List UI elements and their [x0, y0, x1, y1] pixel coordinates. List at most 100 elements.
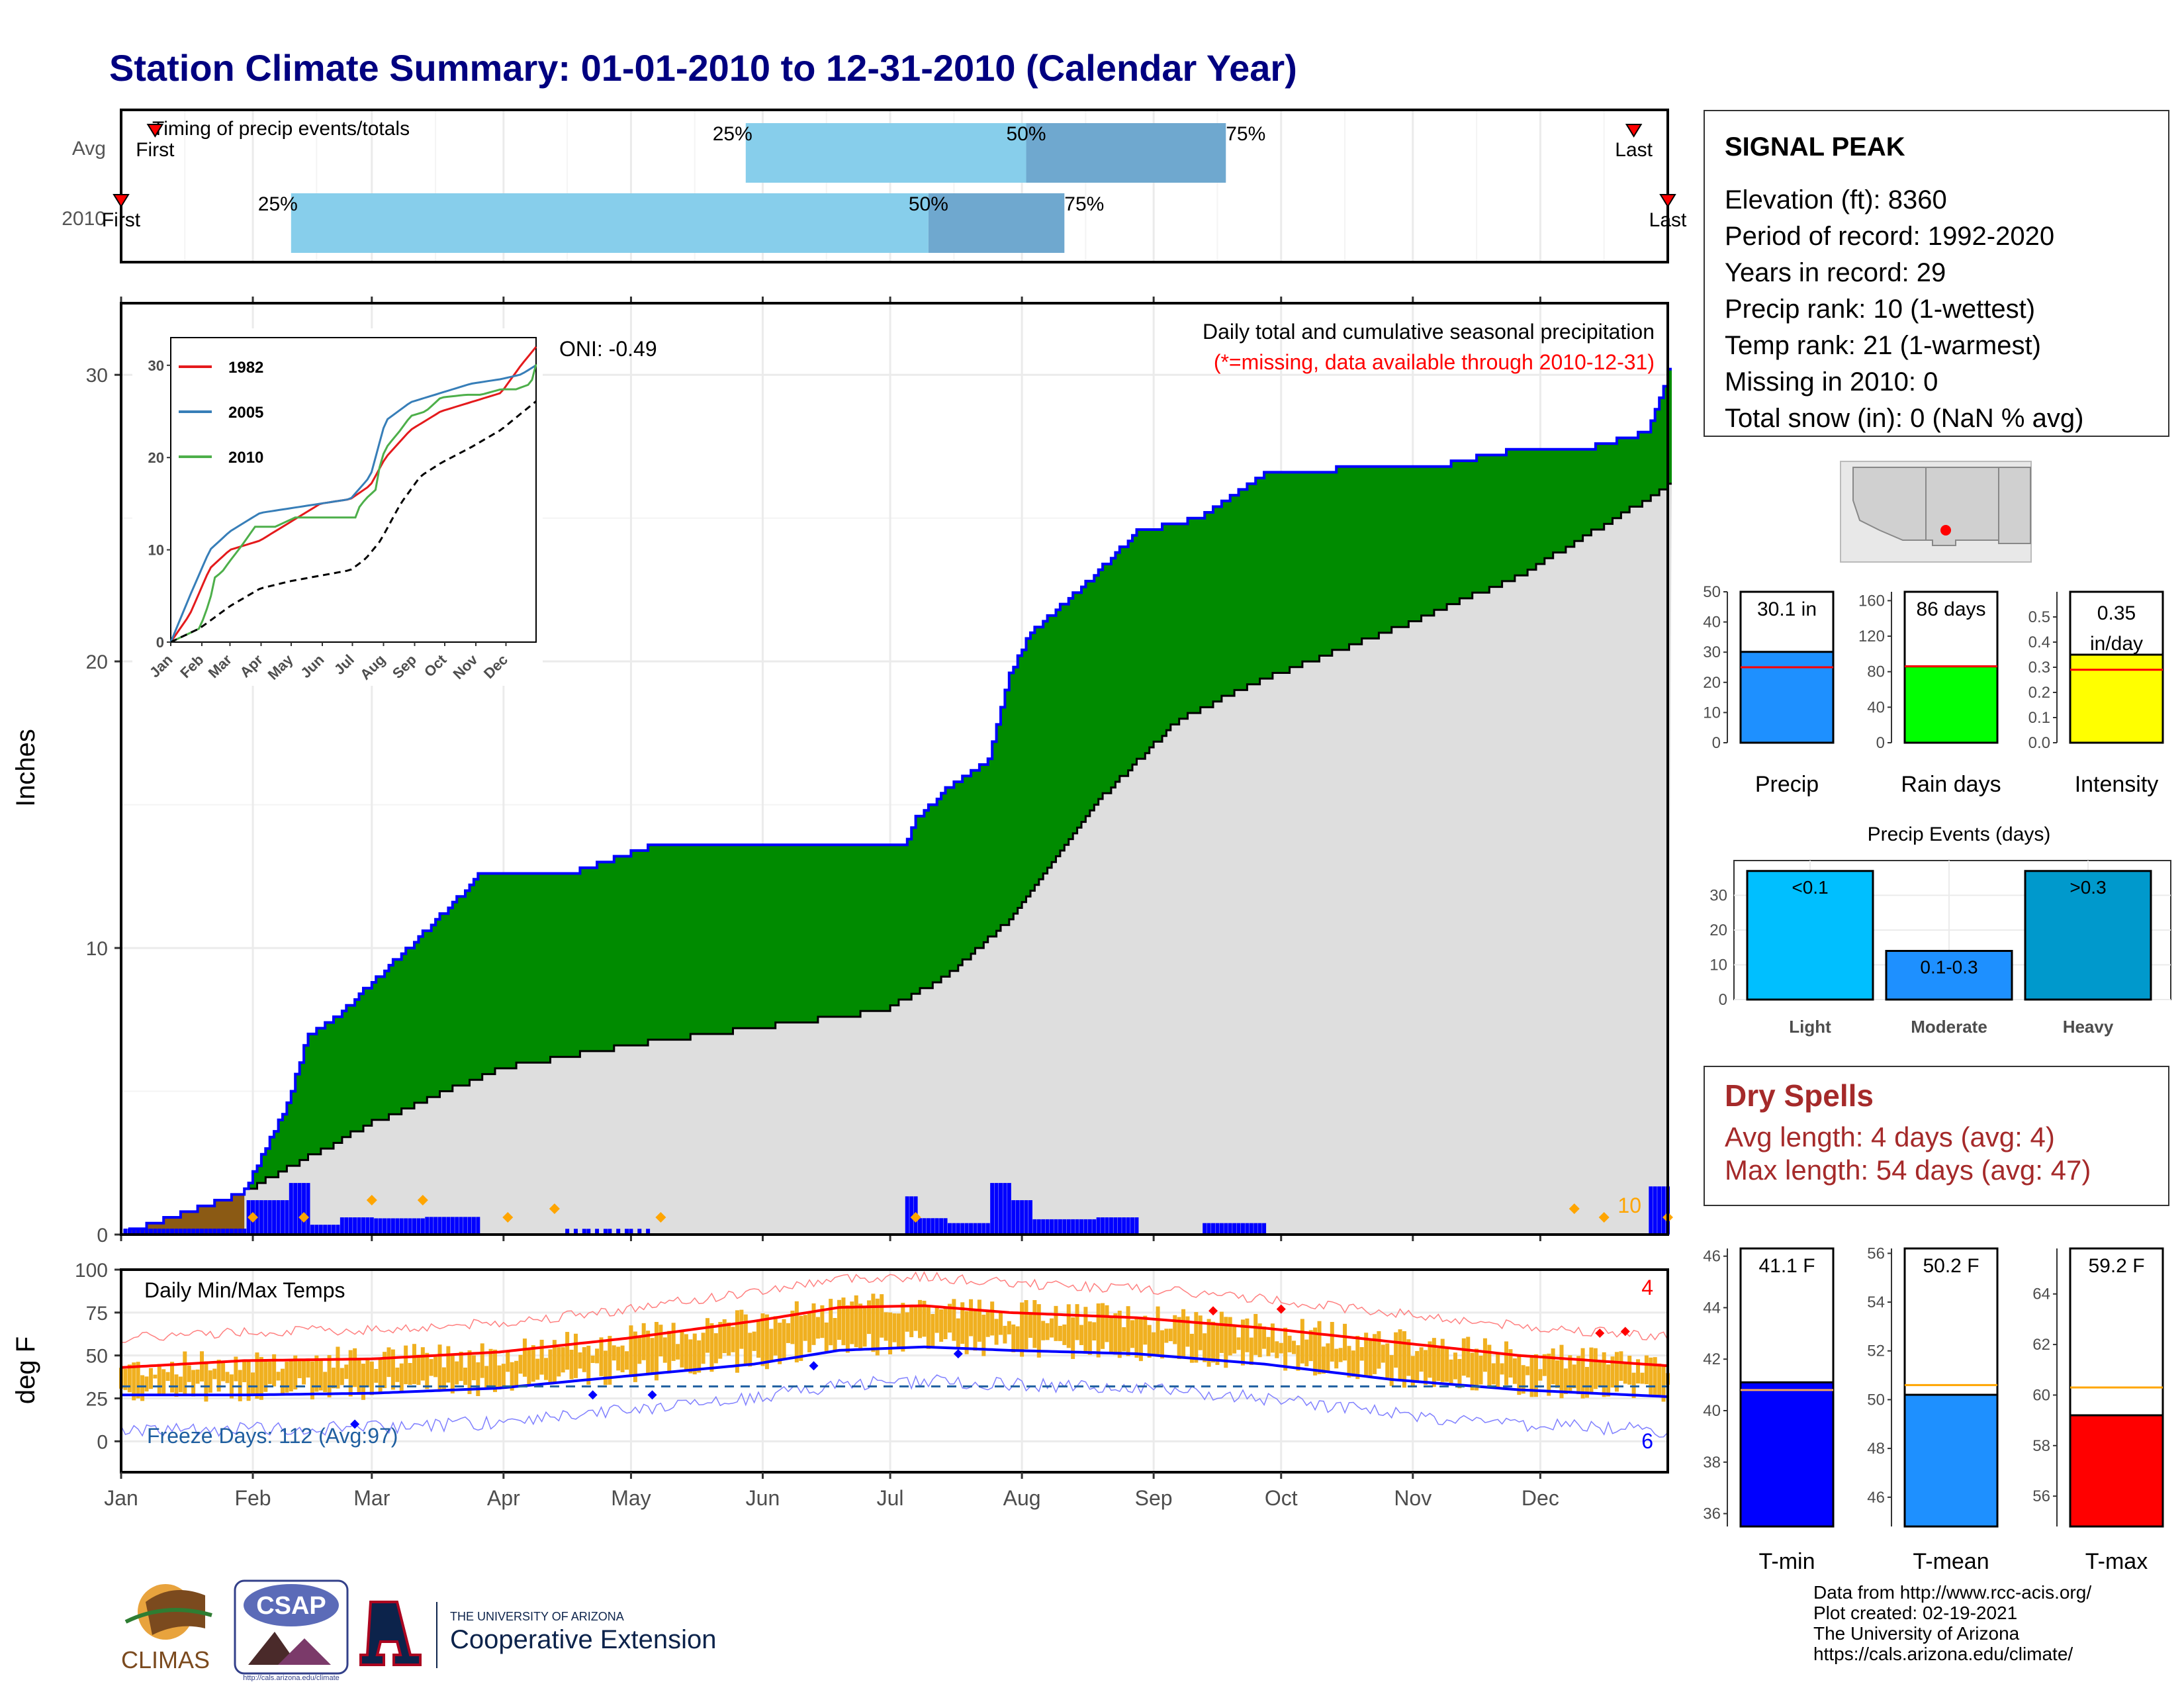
daily-temp-range-bar	[1419, 1347, 1424, 1372]
daily-temp-range-bar	[323, 1372, 328, 1393]
intensity-summary-tick-label: 0.4	[2028, 633, 2050, 651]
month-label: Aug	[1003, 1486, 1041, 1510]
daily-temp-range-bar	[1440, 1338, 1445, 1382]
daily-temp-range-bar	[743, 1314, 748, 1366]
record-high-marker	[1620, 1327, 1630, 1336]
daily-precip-bar	[378, 1218, 383, 1235]
daily-temp-range-bar	[272, 1354, 277, 1387]
daily-temp-range-bar	[1041, 1321, 1046, 1340]
daily-temp-range-bar	[374, 1368, 379, 1383]
daily-temp-range-bar	[833, 1318, 837, 1352]
record-high-marker	[1208, 1306, 1218, 1316]
daily-temp-range-bar	[667, 1331, 672, 1372]
temp-summary-charts: 36 38 40 42 44 46 41.1 F T-min 46 48 50 52 54 56 50.2 …	[1703, 1244, 2164, 1574]
intensity-summary-tick-label: 0.0	[2028, 734, 2050, 752]
daily-precip-bar	[208, 1229, 212, 1235]
daily-precip-bar	[161, 1229, 166, 1235]
daily-precip-bar	[1096, 1217, 1101, 1235]
tmean-summary-value-bar	[1903, 1393, 1999, 1528]
station-elevation: Elevation (ft): 8360	[1725, 185, 1947, 214]
daily-precip-bar	[437, 1217, 442, 1235]
daily-precip-bar	[1020, 1200, 1024, 1235]
daily-temp-range-bar	[1640, 1372, 1645, 1384]
precip-summary-value-bar	[1739, 651, 1835, 744]
daily-temp-range-bar	[582, 1347, 586, 1372]
daily-temp-range-bar	[336, 1346, 340, 1389]
tmean-summary-tick-label: 56	[1867, 1244, 1885, 1262]
daily-precip-bar	[926, 1218, 931, 1235]
daily-precip-bar	[310, 1225, 314, 1235]
daily-temp-range-bar	[297, 1361, 302, 1378]
daily-temp-range-bar	[471, 1355, 476, 1381]
daily-precip-bar	[625, 1229, 629, 1235]
daily-temp-range-bar	[1487, 1344, 1492, 1387]
record-low-marker	[953, 1349, 963, 1359]
daily-temp-range-bar	[1364, 1333, 1369, 1377]
daily-temp-range-bar	[1343, 1323, 1347, 1361]
tmax-summary-tick-label: 62	[2032, 1336, 2050, 1354]
daily-temp-range-bar	[1083, 1307, 1088, 1354]
daily-precip-bar	[1054, 1219, 1058, 1235]
month-axis: Jan Feb Mar Apr May Jun Jul Aug Sep Oct Nov Dec	[104, 1472, 1559, 1510]
daily-temp-range-bar	[841, 1297, 846, 1346]
daily-temp-range-bar	[1236, 1337, 1241, 1350]
daily-temp-range-bar	[1627, 1356, 1632, 1385]
daily-temp-range-bar	[811, 1303, 816, 1345]
tmax-summary-tick-label: 60	[2032, 1386, 2050, 1404]
tmax-summary-tick-label: 64	[2032, 1286, 2050, 1303]
precip-summary-label: Precip	[1755, 772, 1819, 797]
daily-temp-range-bar	[1470, 1352, 1475, 1391]
daily-temp-range-bar	[1415, 1350, 1420, 1383]
daily-temp-range-bar	[820, 1305, 825, 1338]
csap-text: CSAP	[256, 1592, 326, 1620]
daily-precip-bar	[952, 1223, 956, 1235]
daily-precip-bar	[1126, 1217, 1130, 1235]
daily-temp-range-bar	[390, 1349, 395, 1390]
events-category-label: Light	[1789, 1017, 1831, 1037]
temp-y-tick-label: 100	[75, 1260, 108, 1282]
daily-precip-bar	[148, 1229, 153, 1235]
daily-precip-bar	[1203, 1223, 1207, 1235]
month-label: Feb	[234, 1486, 271, 1510]
daily-precip-bar	[1245, 1223, 1250, 1235]
daily-temp-range-bar	[153, 1374, 158, 1379]
daily-temp-range-bar	[1517, 1354, 1522, 1395]
daily-temp-range-bar	[735, 1310, 739, 1373]
daily-temp-range-bar	[1394, 1332, 1398, 1368]
daily-precip-bar	[157, 1229, 161, 1235]
precip-summary-tick-label: 40	[1703, 614, 1721, 632]
daily-temp-range-bar	[829, 1299, 833, 1346]
daily-precip-bar	[1232, 1223, 1237, 1235]
daily-temp-range-bar	[1542, 1354, 1547, 1376]
daily-precip-bar	[1109, 1217, 1113, 1235]
daily-temp-range-bar	[641, 1323, 646, 1360]
station-info-box: SIGNAL PEAK Elevation (ft): 8360 Period …	[1704, 110, 2169, 437]
raindays-summary-tick-label: 40	[1867, 698, 1885, 716]
daily-temp-range-bar	[234, 1356, 238, 1382]
daily-precip-bar	[939, 1218, 944, 1235]
daily-temp-range-bar	[1101, 1303, 1105, 1349]
daily-temp-range-bar	[760, 1313, 765, 1366]
precip-panel: 0 10 20 30 Daily total and cumulative seaso…	[11, 297, 1673, 1244]
daily-temp-range-bar	[1491, 1363, 1496, 1385]
daily-precip-bar	[306, 1183, 310, 1235]
daily-precip-bar	[1117, 1217, 1122, 1235]
daily-temp-range-bar	[595, 1348, 600, 1364]
daily-temp-range-bar	[1598, 1361, 1602, 1387]
month-label: Dec	[1522, 1486, 1559, 1510]
extreme-precip-marker	[366, 1195, 377, 1206]
daily-temp-range-bar	[1228, 1317, 1232, 1356]
daily-precip-bar	[1206, 1223, 1211, 1235]
temp-y-tick-label: 25	[86, 1388, 108, 1410]
daily-temp-range-bar	[246, 1360, 251, 1401]
timing-2010-q25-label: 25%	[258, 193, 298, 215]
extreme-precip-marker	[417, 1195, 428, 1206]
timing-avg-q25-q50-bar	[745, 123, 1026, 183]
precip-y-tick-label: 0	[97, 1225, 108, 1244]
daily-temp-range-bar	[183, 1351, 187, 1395]
daily-temp-range-bar	[1334, 1348, 1339, 1369]
daily-precip-bar	[1122, 1217, 1126, 1235]
daily-precip-bar	[153, 1229, 158, 1235]
timing-avg-q50-q75-bar	[1026, 123, 1226, 183]
precip-summary-tick-label: 0	[1712, 734, 1721, 752]
